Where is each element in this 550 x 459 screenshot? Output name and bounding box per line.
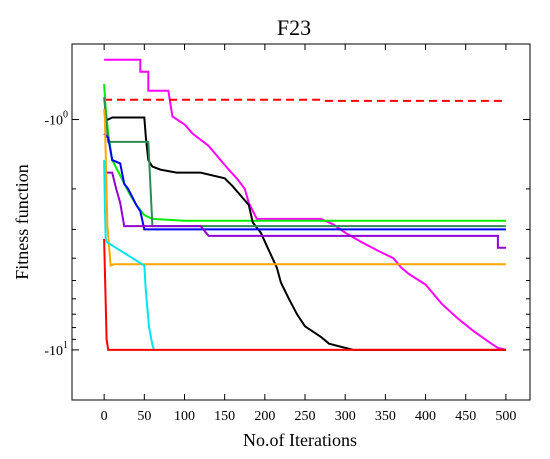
series-line-10 bbox=[103, 238, 506, 351]
x-tick-label: 50 bbox=[137, 409, 151, 424]
y-tick-label: -101 bbox=[44, 340, 68, 359]
x-tick-label: 450 bbox=[455, 409, 476, 424]
series-line-6 bbox=[103, 132, 506, 231]
x-tick-label: 500 bbox=[495, 409, 516, 424]
series-line-7 bbox=[104, 171, 506, 249]
y-axis-label: Fitness function bbox=[12, 164, 32, 280]
x-tick-label: 300 bbox=[335, 409, 356, 424]
x-tick-label: 150 bbox=[214, 409, 235, 424]
x-tick-label: 0 bbox=[101, 409, 108, 424]
x-tick-label: 200 bbox=[254, 409, 275, 424]
x-tick-label: 350 bbox=[375, 409, 396, 424]
plot-frame bbox=[71, 43, 531, 401]
y-tick-label: -100 bbox=[44, 110, 68, 129]
x-axis-label: No.of Iterations bbox=[243, 430, 357, 450]
series-line-9 bbox=[103, 160, 155, 351]
series-line-8 bbox=[103, 108, 506, 267]
x-tick-label: 400 bbox=[415, 409, 436, 424]
x-tick-label: 250 bbox=[295, 409, 316, 424]
series-line-5 bbox=[103, 97, 506, 228]
chart-title: F23 bbox=[277, 15, 311, 40]
tick-layer: 0 50 100 150 200 250 300 350 400 450 500 -100 -101 bbox=[44, 44, 530, 424]
series-line-2 bbox=[104, 98, 506, 102]
series-layer bbox=[103, 58, 507, 351]
x-tick-label: 100 bbox=[174, 409, 195, 424]
